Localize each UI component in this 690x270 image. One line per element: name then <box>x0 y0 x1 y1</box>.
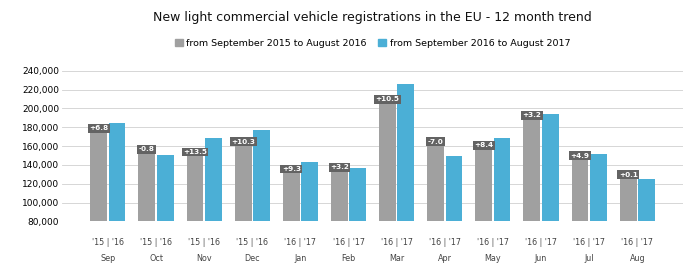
Bar <box>446 156 462 270</box>
Bar <box>235 146 252 270</box>
Bar <box>397 84 414 270</box>
Bar <box>638 178 655 270</box>
Text: +4.9: +4.9 <box>571 153 589 159</box>
Text: '15 | '16: '15 | '16 <box>188 238 220 247</box>
Bar <box>301 162 318 270</box>
Text: Jun: Jun <box>535 254 547 263</box>
Text: '16 | '17: '16 | '17 <box>621 238 653 247</box>
Text: Aug: Aug <box>629 254 645 263</box>
Text: +3.2: +3.2 <box>522 112 542 118</box>
Bar <box>349 168 366 270</box>
Bar <box>379 104 396 270</box>
Text: Apr: Apr <box>437 254 452 263</box>
Bar <box>157 154 174 270</box>
Text: '16 | '17: '16 | '17 <box>525 238 557 247</box>
Bar <box>186 156 204 270</box>
Text: '16 | '17: '16 | '17 <box>477 238 509 247</box>
Text: -7.0: -7.0 <box>428 139 444 145</box>
Text: Feb: Feb <box>342 254 355 263</box>
Text: +13.5: +13.5 <box>183 149 207 155</box>
Text: Jan: Jan <box>294 254 306 263</box>
Text: Dec: Dec <box>244 254 260 263</box>
Text: +8.4: +8.4 <box>474 142 493 149</box>
Text: +3.2: +3.2 <box>330 164 349 170</box>
Text: '15 | '16: '15 | '16 <box>140 238 172 247</box>
Text: +10.5: +10.5 <box>375 96 400 102</box>
Bar <box>542 114 559 270</box>
Text: '15 | '16: '15 | '16 <box>236 238 268 247</box>
Bar <box>571 160 589 270</box>
Text: '16 | '17: '16 | '17 <box>381 238 413 247</box>
Bar <box>253 130 270 270</box>
Bar <box>331 171 348 270</box>
Legend: from September 2015 to August 2016, from September 2016 to August 2017: from September 2015 to August 2016, from… <box>171 35 574 52</box>
Title: New light commercial vehicle registrations in the EU - 12 month trend: New light commercial vehicle registratio… <box>153 11 592 23</box>
Bar <box>620 179 637 270</box>
Bar <box>427 146 444 270</box>
Bar <box>108 123 126 270</box>
Bar <box>205 138 221 270</box>
Bar <box>524 120 540 270</box>
Text: '16 | '17: '16 | '17 <box>333 238 364 247</box>
Bar <box>139 154 155 270</box>
Text: '16 | '17: '16 | '17 <box>428 238 461 247</box>
Bar <box>493 138 511 270</box>
Text: Mar: Mar <box>389 254 404 263</box>
Text: +6.8: +6.8 <box>89 126 108 131</box>
Text: +9.3: +9.3 <box>282 166 301 172</box>
Text: '15 | '16: '15 | '16 <box>92 238 124 247</box>
Text: +10.3: +10.3 <box>231 139 255 145</box>
Text: -0.8: -0.8 <box>139 146 155 152</box>
Text: '16 | '17: '16 | '17 <box>284 238 317 247</box>
Text: Oct: Oct <box>149 254 163 263</box>
Text: '16 | '17: '16 | '17 <box>573 238 605 247</box>
Text: May: May <box>484 254 501 263</box>
Text: Jul: Jul <box>584 254 594 263</box>
Bar <box>283 173 299 270</box>
Text: Sep: Sep <box>100 254 115 263</box>
Bar <box>590 154 607 270</box>
Text: Nov: Nov <box>197 254 212 263</box>
Text: +0.1: +0.1 <box>619 172 638 178</box>
Bar <box>90 133 107 270</box>
Bar <box>475 150 492 270</box>
